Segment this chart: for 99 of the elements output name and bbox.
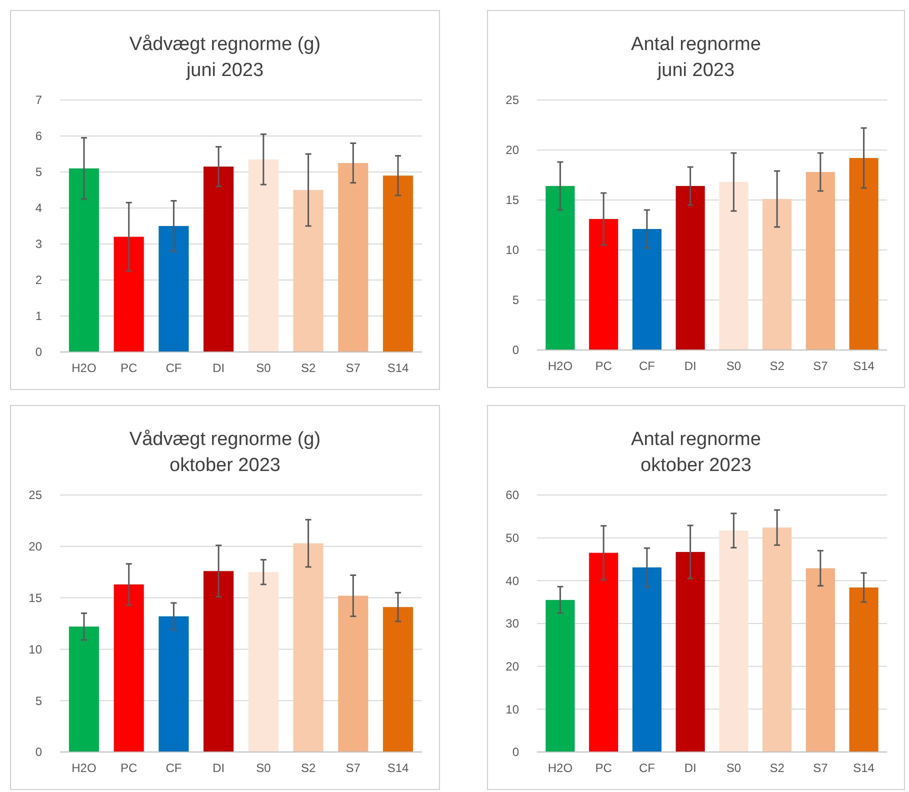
y-tick-label: 5 [35, 694, 42, 708]
bar [676, 552, 705, 752]
bar [382, 176, 414, 352]
x-tick-label: DI [212, 361, 225, 375]
x-tick-label: PC [595, 761, 612, 775]
y-tick-label: 20 [506, 660, 520, 674]
bar [762, 199, 792, 350]
y-tick-label: 15 [28, 591, 42, 605]
y-tick-label: 6 [35, 129, 42, 144]
x-tick-label: S7 [813, 359, 828, 373]
x-tick-label: S14 [387, 761, 409, 775]
bar [338, 596, 368, 752]
bar [589, 219, 618, 350]
x-tick-label: H2O [72, 361, 96, 375]
bar [632, 229, 662, 350]
bar [849, 158, 878, 350]
x-tick-label: PC [595, 359, 612, 373]
y-tick-label: 3 [35, 237, 42, 252]
y-tick-label: 0 [512, 745, 520, 760]
x-tick-label: S2 [770, 359, 785, 373]
y-tick-label: 0 [512, 343, 520, 358]
x-tick-label: S0 [256, 761, 272, 775]
x-tick-label: S2 [300, 761, 316, 775]
chart-title: Antal regnorme [631, 429, 761, 450]
y-tick-label: 1 [35, 309, 42, 324]
bar [248, 572, 278, 752]
y-tick-label: 20 [28, 540, 42, 554]
y-tick-label: 7 [35, 93, 42, 108]
bar [382, 607, 414, 752]
bar [719, 182, 748, 350]
bar [114, 584, 144, 752]
chart-subtitle: juni 2023 [656, 60, 735, 81]
y-tick-label: 2 [35, 273, 42, 288]
y-tick-label: 40 [506, 574, 520, 588]
y-tick-label: 20 [506, 143, 520, 158]
x-tick-label: CF [638, 761, 655, 775]
x-tick-label: DI [684, 359, 696, 373]
x-tick-label: CF [166, 761, 182, 775]
x-tick-label: S0 [256, 361, 272, 375]
y-tick-label: 4 [35, 201, 42, 216]
y-tick-label: 10 [506, 243, 520, 258]
x-tick-label: S7 [813, 761, 828, 775]
bar [68, 626, 100, 752]
x-tick-label: S14 [853, 761, 875, 775]
bar [204, 166, 234, 352]
bar [632, 567, 662, 752]
x-tick-label: CF [166, 361, 182, 375]
chart-subtitle: oktober 2023 [640, 455, 752, 476]
y-tick-label: 60 [506, 488, 520, 502]
x-tick-label: H2O [548, 761, 573, 775]
y-tick-label: 15 [506, 193, 520, 208]
y-tick-label: 10 [506, 702, 520, 716]
x-tick-label: H2O [72, 761, 96, 775]
chart-subtitle: juni 2023 [185, 60, 264, 81]
y-tick-label: 0 [35, 745, 42, 760]
y-tick-label: 5 [35, 165, 42, 180]
bar [546, 600, 575, 752]
x-tick-label: S7 [346, 761, 361, 775]
x-tick-label: S7 [346, 361, 361, 375]
chart-title: Vådvægt regnorme (g) [129, 34, 321, 55]
bar [248, 159, 278, 352]
y-tick-label: 25 [506, 93, 520, 108]
bar [806, 568, 835, 752]
y-tick-label: 50 [506, 531, 520, 546]
x-tick-label: PC [120, 361, 138, 375]
bar [204, 571, 234, 752]
bar [293, 190, 324, 352]
chart-title: Vådvægt regnorme (g) [129, 429, 321, 450]
bar [806, 172, 835, 350]
x-tick-label: CF [638, 359, 655, 373]
bar [293, 543, 324, 752]
chart-title: Antal regnorme [631, 34, 761, 55]
bar [762, 528, 792, 752]
y-tick-label: 0 [35, 345, 42, 360]
y-tick-label: 5 [512, 293, 520, 308]
y-tick-label: 30 [506, 616, 520, 631]
x-tick-label: PC [120, 761, 138, 775]
x-tick-label: S0 [726, 761, 742, 775]
y-tick-label: 10 [28, 642, 42, 656]
bar [719, 530, 748, 752]
x-tick-label: H2O [548, 359, 573, 373]
bar [158, 226, 189, 352]
bar [546, 186, 575, 350]
x-tick-label: S2 [300, 361, 316, 375]
bar [676, 186, 705, 350]
x-tick-label: S0 [726, 359, 742, 373]
bar [158, 616, 189, 752]
bar [68, 168, 100, 352]
bar [338, 163, 368, 352]
y-tick-label: 25 [28, 488, 42, 502]
x-tick-label: S14 [387, 361, 409, 375]
x-tick-label: S14 [853, 359, 875, 373]
x-tick-label: S2 [770, 761, 785, 775]
bar [849, 588, 878, 752]
bar [114, 236, 144, 352]
bar [589, 552, 618, 752]
x-tick-label: DI [684, 761, 696, 775]
x-tick-label: DI [212, 761, 225, 775]
chart-subtitle: oktober 2023 [170, 455, 280, 476]
